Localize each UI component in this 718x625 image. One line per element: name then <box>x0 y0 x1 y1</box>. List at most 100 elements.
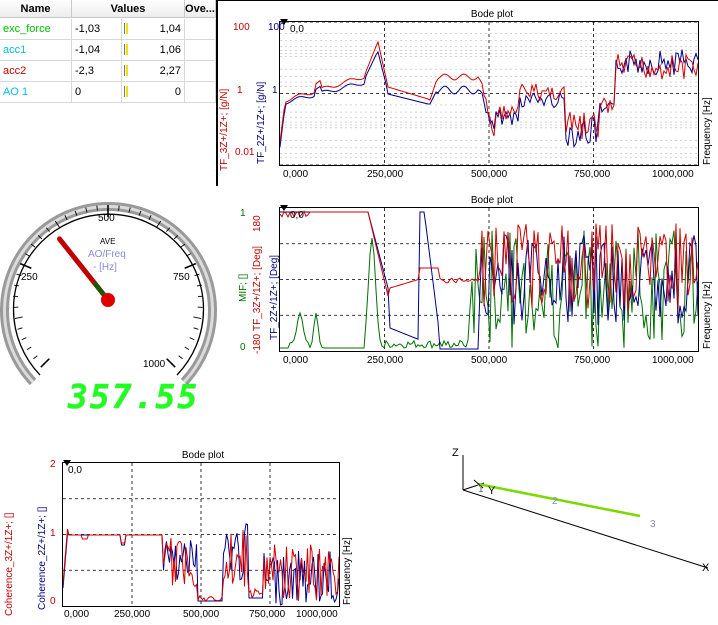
coherence-svg <box>63 463 339 606</box>
x-tick: 750,000 <box>574 355 611 366</box>
cursor-readout: 0,0 <box>68 465 82 476</box>
x-axis-label: Frequency [Hz] <box>342 537 353 605</box>
y-tick: 1 <box>237 85 243 96</box>
y-tick-green: 0 <box>240 342 246 353</box>
gauge-unit: - [Hz] <box>93 262 117 273</box>
channel-row-acc1[interactable]: acc1 -1,04 1,06 <box>0 40 216 61</box>
geometry-trace <box>477 482 641 518</box>
gauge-ticks <box>13 205 203 368</box>
x-tick: 0,000 <box>283 355 309 366</box>
plot-title: Bode plot <box>470 195 514 206</box>
node-label: 2 <box>552 496 558 507</box>
node-label: 3 <box>650 519 656 530</box>
bode-coherence-plot[interactable] <box>62 462 340 607</box>
col-header-values[interactable]: Values <box>72 0 185 18</box>
channel-min: -1,03 <box>72 19 122 39</box>
channel-overload <box>185 82 216 102</box>
x-tick: 0,000 <box>64 609 90 620</box>
y-axis-label-mif: MIF; [] <box>238 273 249 302</box>
series-tf-3z <box>280 40 698 143</box>
phase-svg <box>280 208 698 351</box>
channel-name: AO 1 <box>0 82 72 102</box>
x-axis-label: Frequency [Hz] <box>702 97 713 165</box>
series-tf-2z <box>280 49 698 149</box>
cursor-readout: 0,0 <box>290 24 304 35</box>
series-mif <box>280 228 698 350</box>
y-axis-label-blue: TF_2Z+/1Z+; [Deg] <box>269 254 280 340</box>
channel-overload <box>185 61 216 81</box>
geometry-view[interactable] <box>440 440 716 580</box>
channel-max: 1,04 <box>122 19 185 39</box>
frequency-gauge[interactable] <box>0 190 218 390</box>
magnitude-svg <box>280 22 698 165</box>
channel-name: acc2 <box>0 61 72 81</box>
level-marker <box>124 86 128 97</box>
x-tick: 0,000 <box>283 169 309 180</box>
y-tick-blue: 1 <box>272 85 278 96</box>
plot-title: Bode plot <box>181 450 225 461</box>
channel-min: -1,04 <box>72 40 122 60</box>
cursor-triangle-icon[interactable] <box>280 205 288 211</box>
x-tick: 1000,000 <box>652 169 694 180</box>
y-tick: 0.01 <box>235 147 255 158</box>
y-tick-blue: 100 <box>268 22 285 33</box>
digital-readout: 357.55 <box>68 377 200 416</box>
level-marker <box>124 65 128 76</box>
bode-phase-plot[interactable] <box>279 207 699 352</box>
panel-divider-top <box>216 0 718 1</box>
series-coherence-3z <box>63 528 339 603</box>
gauge-label: 750 <box>173 272 190 283</box>
channel-overload <box>185 19 216 39</box>
cursor-triangle-icon[interactable] <box>280 19 288 25</box>
series-phase-3z <box>280 210 698 312</box>
y-tick-green: 1 <box>240 208 246 219</box>
node-label: 1 <box>478 484 484 495</box>
x-tick: 1000,000 <box>652 355 694 366</box>
x-tick: 750,000 <box>574 169 611 180</box>
x-tick: 500,000 <box>471 355 508 366</box>
y-tick-red: 180 <box>252 215 263 232</box>
x-tick: 250,000 <box>114 609 151 620</box>
x-tick: 500,000 <box>471 169 508 180</box>
coherence-grid <box>63 463 339 606</box>
bode-magnitude-plot[interactable] <box>279 21 699 166</box>
channel-row-acc2[interactable]: acc2 -2,3 2,27 <box>0 61 216 82</box>
axis-label-y: Y <box>488 485 496 497</box>
cursor-triangle-icon[interactable] <box>63 460 71 466</box>
col-header-overload[interactable]: Ove... <box>185 0 216 18</box>
x-tick: 250,000 <box>367 355 404 366</box>
level-marker <box>124 23 128 34</box>
magnitude-grid <box>280 22 698 165</box>
channel-max: 1,06 <box>122 40 185 60</box>
gauge-channel: AO/Freq <box>88 249 126 260</box>
y-axis-label-blue: Coherence_2Z+/1Z+; [] <box>37 506 48 610</box>
channel-name: exc_force <box>0 19 72 39</box>
x-tick: 500,000 <box>183 609 220 620</box>
y-tick: 1 <box>50 528 56 539</box>
channel-row-ao1[interactable]: AO 1 0 0 <box>0 82 216 103</box>
y-tick: 100 <box>233 22 250 33</box>
col-header-name[interactable]: Name <box>0 0 72 18</box>
channel-max: 2,27 <box>122 61 185 81</box>
x-axis-label: Frequency [Hz] <box>702 281 713 349</box>
axis-label-x: X <box>702 562 710 574</box>
node-1-marker <box>473 479 484 489</box>
gauge-hub <box>101 293 115 307</box>
channel-overload <box>185 40 216 60</box>
panel-divider <box>216 0 218 186</box>
x-tick: 250,000 <box>367 169 404 180</box>
channel-min: 0 <box>72 82 122 102</box>
channel-row-exc-force[interactable]: exc_force -1,03 1,04 <box>0 19 216 40</box>
x-tick: 750,000 <box>249 609 286 620</box>
y-tick: 0 <box>50 596 56 607</box>
gauge-label: 250 <box>21 272 38 283</box>
plot-title: Bode plot <box>470 9 514 20</box>
level-marker <box>124 44 128 55</box>
axis-label-z: Z <box>452 447 459 459</box>
channel-name: acc1 <box>0 40 72 60</box>
channel-table: Name Values Ove... exc_force -1,03 1,04 … <box>0 0 217 103</box>
gauge-label: 500 <box>98 213 115 224</box>
y-axis-label-red: TF_3Z+/1Z+; [g/N] <box>219 88 230 171</box>
y-axis-label-red: TF_3Z+/1Z+; [Deg] <box>252 245 263 331</box>
y-axis-label-blue: TF_2Z+/1Z+; [g/N] <box>256 81 267 164</box>
